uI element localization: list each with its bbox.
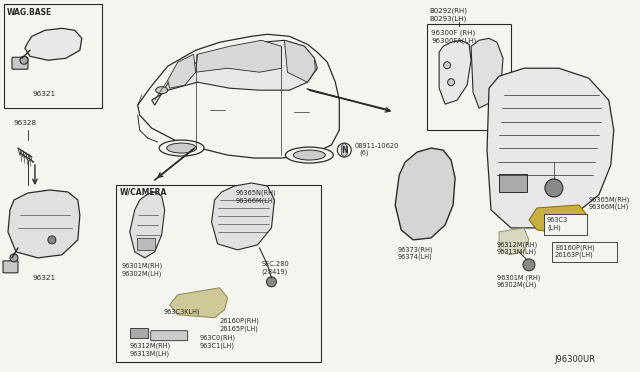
FancyBboxPatch shape: [12, 57, 28, 69]
Bar: [499, 174, 527, 192]
Ellipse shape: [159, 140, 204, 156]
Text: 08911-10620: 08911-10620: [355, 143, 399, 149]
Text: 96365M(RH): 96365M(RH): [589, 197, 630, 203]
Text: 26163P(LH): 26163P(LH): [555, 251, 594, 258]
Text: E6160P(RH): E6160P(RH): [555, 245, 595, 251]
Ellipse shape: [156, 87, 168, 94]
Polygon shape: [138, 34, 339, 158]
Circle shape: [20, 56, 28, 64]
Text: 96321: 96321: [33, 275, 56, 281]
Polygon shape: [499, 228, 529, 255]
Text: 96302M(LH): 96302M(LH): [497, 282, 538, 288]
Polygon shape: [130, 192, 164, 258]
Text: J96300UR: J96300UR: [554, 355, 595, 364]
Text: 96312M(RH): 96312M(RH): [497, 242, 538, 248]
Text: (LH): (LH): [547, 225, 561, 231]
Circle shape: [48, 236, 56, 244]
Polygon shape: [212, 183, 275, 250]
Bar: [130, 328, 148, 338]
Bar: [427, 24, 511, 130]
Text: 963C0(RH)
963C1(LH): 963C0(RH) 963C1(LH): [200, 335, 236, 349]
Text: 96301M (RH): 96301M (RH): [497, 275, 540, 281]
Text: 96301M(RH)
96302M(LH): 96301M(RH) 96302M(LH): [122, 263, 163, 277]
Bar: [137, 238, 155, 250]
Text: SEC.280
(28419): SEC.280 (28419): [262, 261, 289, 275]
Text: 96328: 96328: [14, 120, 37, 126]
Polygon shape: [471, 38, 503, 108]
Bar: [544, 214, 587, 235]
Ellipse shape: [293, 150, 325, 160]
Bar: [4, 4, 102, 108]
Text: B0292(RH): B0292(RH): [429, 7, 467, 14]
Circle shape: [10, 254, 18, 262]
Bar: [552, 242, 617, 262]
Circle shape: [337, 143, 351, 157]
Bar: [116, 185, 321, 362]
Circle shape: [447, 79, 454, 86]
Text: (6): (6): [359, 150, 369, 156]
Ellipse shape: [285, 147, 333, 163]
Polygon shape: [8, 190, 80, 258]
Circle shape: [523, 259, 535, 271]
Text: 26160P(RH)
26165P(LH): 26160P(RH) 26165P(LH): [220, 318, 259, 332]
FancyBboxPatch shape: [150, 331, 188, 341]
Ellipse shape: [166, 143, 196, 153]
Polygon shape: [170, 288, 228, 318]
Text: 96312M(RH)
96313M(LH): 96312M(RH) 96313M(LH): [130, 343, 171, 357]
Text: 963C3KLH): 963C3KLH): [164, 308, 200, 315]
Text: 96300FA(LH): 96300FA(LH): [431, 37, 476, 44]
Text: 96373(RH): 96373(RH): [397, 247, 433, 253]
FancyBboxPatch shape: [3, 261, 18, 273]
Circle shape: [444, 62, 451, 69]
Text: N: N: [341, 145, 348, 155]
Polygon shape: [25, 28, 82, 60]
Circle shape: [266, 277, 276, 287]
Polygon shape: [152, 40, 317, 105]
Text: W/CAMERA: W/CAMERA: [120, 187, 167, 196]
Polygon shape: [439, 40, 471, 104]
Polygon shape: [284, 40, 316, 82]
Text: 963C3: 963C3: [547, 217, 568, 223]
Text: B0293(LH): B0293(LH): [429, 15, 467, 22]
Polygon shape: [168, 54, 196, 88]
Polygon shape: [196, 40, 282, 72]
Text: 96300F (RH): 96300F (RH): [431, 29, 476, 36]
Polygon shape: [341, 143, 348, 157]
Text: 96365N(RH)
96366M(LH): 96365N(RH) 96366M(LH): [236, 190, 276, 204]
Polygon shape: [529, 205, 587, 235]
Text: 96374(LH): 96374(LH): [397, 254, 432, 260]
Polygon shape: [396, 148, 455, 240]
Text: 96366M(LH): 96366M(LH): [589, 204, 629, 210]
Text: 96313M(LH): 96313M(LH): [497, 248, 537, 255]
Polygon shape: [487, 68, 614, 228]
Text: 96321: 96321: [33, 91, 56, 97]
Text: WAG.BASE: WAG.BASE: [7, 8, 52, 17]
Circle shape: [545, 179, 563, 197]
